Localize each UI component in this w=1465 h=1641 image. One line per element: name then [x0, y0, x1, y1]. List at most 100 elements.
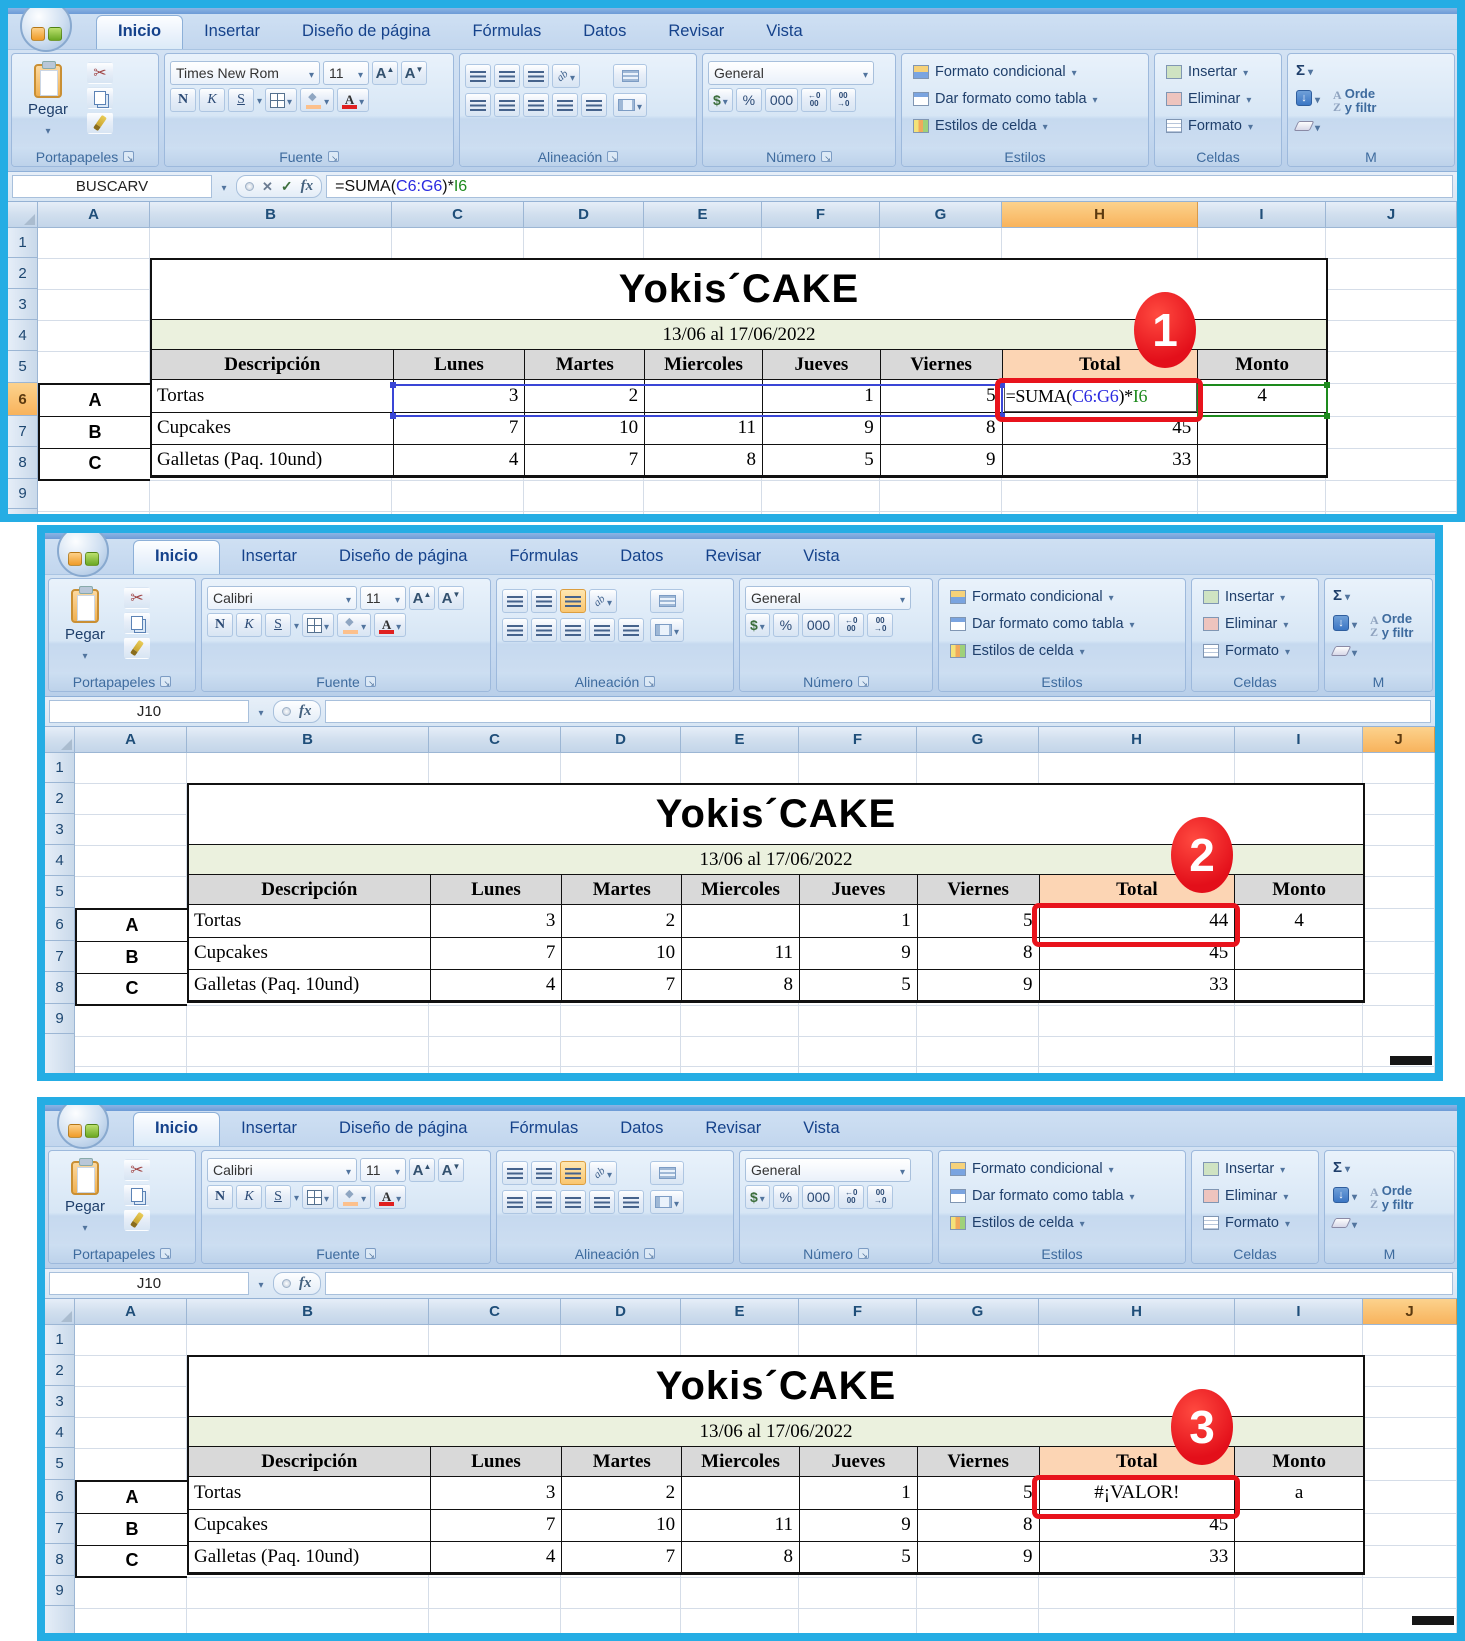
table-date-range[interactable]: 13/06 al 17/06/2022: [152, 320, 1326, 350]
column-header-j[interactable]: J: [1326, 202, 1457, 228]
insert-cells-button[interactable]: Insertar: [1197, 1155, 1313, 1182]
row-header-9[interactable]: 9: [8, 479, 37, 509]
orientation-button[interactable]: ab: [552, 64, 581, 88]
align-middle-button[interactable]: [531, 1161, 557, 1185]
underline-button[interactable]: S: [228, 88, 254, 112]
header-martes[interactable]: Martes: [562, 1447, 683, 1477]
percent-style-button[interactable]: %: [772, 613, 799, 637]
italic-button[interactable]: K: [199, 88, 225, 112]
merge-center-button[interactable]: [613, 93, 648, 117]
cell-d6[interactable]: 2: [562, 1477, 683, 1510]
cell-a7[interactable]: B: [40, 416, 150, 448]
autosum-button[interactable]: Σ: [1293, 58, 1323, 82]
shrink-font-button[interactable]: A▼: [438, 1158, 464, 1182]
select-all-corner[interactable]: [45, 1299, 75, 1325]
tab-diseno-de-pagina[interactable]: Diseño de página: [339, 1119, 468, 1137]
table-date-range[interactable]: 13/06 al 17/06/2022: [189, 845, 1363, 875]
align-left-button[interactable]: [465, 93, 491, 117]
delete-cells-button[interactable]: Eliminar: [1197, 610, 1313, 637]
underline-button[interactable]: S: [265, 1185, 291, 1209]
column-header-b[interactable]: B: [187, 1299, 429, 1325]
cell-a8[interactable]: C: [40, 447, 150, 479]
header-jueves[interactable]: Jueves: [799, 875, 918, 905]
borders-button[interactable]: [302, 613, 335, 637]
align-center-button[interactable]: [531, 1190, 557, 1214]
column-header-a[interactable]: A: [75, 727, 187, 753]
align-left-button[interactable]: [502, 618, 528, 642]
align-top-button[interactable]: [502, 589, 528, 613]
formula-bar-input[interactable]: [324, 1272, 1453, 1295]
table-date-range[interactable]: 13/06 al 17/06/2022: [189, 1417, 1363, 1447]
cancel-entry-button[interactable]: [262, 179, 273, 195]
tab-vista[interactable]: Vista: [803, 1119, 840, 1137]
cell-b7[interactable]: Cupcakes: [152, 413, 394, 445]
font-name-select[interactable]: Calibri: [207, 1158, 357, 1182]
fill-color-button[interactable]: [337, 1185, 372, 1209]
cell-b7[interactable]: Cupcakes: [189, 1510, 431, 1542]
row-header-4[interactable]: 4: [45, 1417, 74, 1448]
tab-revisar[interactable]: Revisar: [705, 547, 762, 565]
row-header-6[interactable]: 6: [45, 1480, 74, 1513]
increase-decimal-button[interactable]: ←0 00: [838, 613, 865, 637]
cell-h6-total[interactable]: #¡VALOR!: [1039, 1477, 1236, 1510]
cell-e8[interactable]: 8: [682, 1541, 800, 1573]
cell-f7[interactable]: 9: [762, 413, 881, 445]
clear-button[interactable]: [1330, 1211, 1360, 1235]
cell-i8-monto[interactable]: [1198, 444, 1326, 476]
row-header-8[interactable]: 8: [45, 972, 74, 1004]
bold-button[interactable]: N: [207, 613, 233, 637]
table-title[interactable]: Yokis´CAKE: [152, 260, 1326, 320]
cell-c7[interactable]: 7: [393, 413, 526, 445]
cell-i7-monto[interactable]: [1235, 938, 1363, 970]
column-header-f[interactable]: F: [799, 727, 917, 753]
font-color-button[interactable]: A: [374, 613, 407, 637]
name-box-dropdown-icon[interactable]: [253, 703, 269, 721]
cell-g6[interactable]: 5: [917, 1477, 1040, 1510]
decrease-decimal-button[interactable]: 00 →0: [867, 613, 894, 637]
cell-c8[interactable]: 4: [393, 444, 526, 476]
insert-cells-button[interactable]: Insertar: [1160, 58, 1276, 85]
font-size-select[interactable]: 11: [360, 586, 406, 610]
shrink-font-button[interactable]: A▼: [438, 586, 464, 610]
name-box[interactable]: J10: [49, 1272, 249, 1295]
decrease-indent-button[interactable]: [552, 93, 578, 117]
cell-styles-button[interactable]: Estilos de celda: [944, 637, 1180, 664]
cell-e6[interactable]: [682, 1477, 800, 1510]
font-color-button[interactable]: A: [374, 1185, 407, 1209]
cell-f7[interactable]: 9: [799, 1510, 918, 1542]
align-right-button[interactable]: [560, 1190, 586, 1214]
cell-c6[interactable]: 3: [430, 905, 563, 938]
cut-button[interactable]: [124, 1159, 150, 1181]
column-header-f[interactable]: F: [762, 202, 880, 228]
cell-g7[interactable]: 8: [880, 413, 1003, 445]
align-top-button[interactable]: [465, 64, 491, 88]
cell-i7-monto[interactable]: [1235, 1510, 1363, 1542]
fill-button[interactable]: ↓: [1330, 1183, 1360, 1207]
cell-h8-total[interactable]: 33: [1039, 969, 1236, 1001]
dialog-launcher-icon[interactable]: [607, 151, 619, 163]
header-miercoles[interactable]: Miercoles: [682, 1447, 800, 1477]
cell-g8[interactable]: 9: [917, 969, 1040, 1001]
row-header-7[interactable]: 7: [45, 941, 74, 972]
paste-button[interactable]: Pegar: [54, 1155, 116, 1240]
column-header-j[interactable]: J: [1363, 1299, 1457, 1325]
bold-button[interactable]: N: [170, 88, 196, 112]
column-header-b[interactable]: B: [187, 727, 429, 753]
bold-button[interactable]: N: [207, 1185, 233, 1209]
cell-e8[interactable]: 8: [645, 444, 763, 476]
row-header-1[interactable]: 1: [45, 1325, 74, 1355]
fill-color-button[interactable]: [300, 88, 335, 112]
format-painter-button[interactable]: [124, 637, 150, 659]
cell-b8[interactable]: Galletas (Paq. 10und): [152, 444, 394, 476]
align-left-button[interactable]: [502, 1190, 528, 1214]
row-header-6[interactable]: 6: [45, 908, 74, 941]
accounting-format-button[interactable]: $: [745, 1185, 770, 1209]
dialog-launcher-icon[interactable]: [364, 676, 376, 688]
copy-button[interactable]: [124, 612, 150, 634]
cell-f6[interactable]: 1: [799, 1477, 918, 1510]
cell-d7[interactable]: 10: [562, 1510, 683, 1542]
dialog-launcher-icon[interactable]: [160, 1248, 172, 1260]
format-painter-button[interactable]: [124, 1209, 150, 1231]
row-header-3[interactable]: 3: [8, 289, 37, 320]
header-jueves[interactable]: Jueves: [762, 350, 881, 380]
